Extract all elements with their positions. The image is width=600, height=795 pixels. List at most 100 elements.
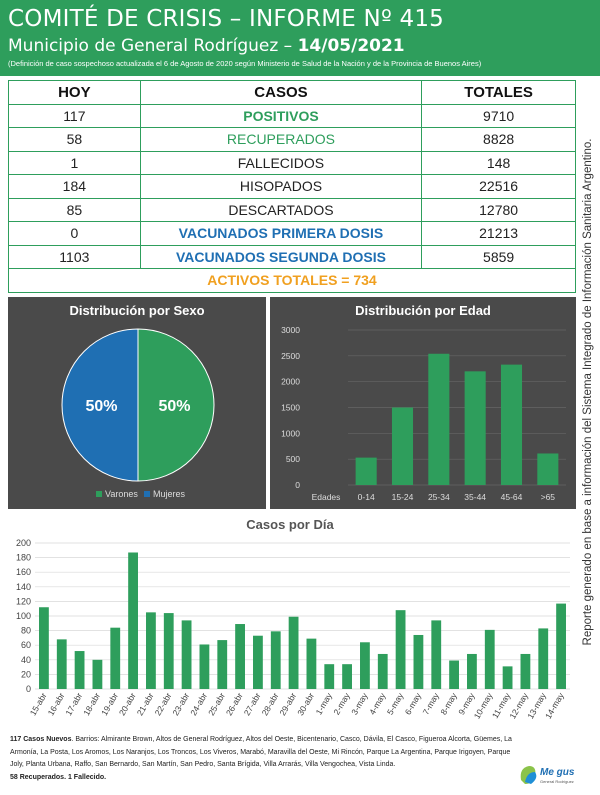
daily-ytick-label: 140 (16, 582, 31, 592)
col-totales: TOTALES (421, 80, 576, 105)
cell-totales: 8828 (421, 127, 576, 152)
logo-small-text: General Rodríguez (540, 779, 574, 784)
legend-label-mujeres: Mujeres (153, 489, 186, 499)
age-xtick-label: 35-44 (464, 492, 486, 502)
pie-slice-mujeres (61, 328, 139, 482)
daily-xtick-label: 8-may (438, 690, 459, 716)
daily-xtick-label: 5-may (385, 690, 406, 716)
table-row: 1 FALLECIDOS 148 (8, 150, 576, 175)
daily-bar-20-abr (128, 552, 138, 689)
age-ytick-label: 0 (295, 480, 300, 490)
municipality-logo: Me gusta General Rodríguez (515, 758, 584, 790)
daily-xtick-label: 4-may (367, 690, 388, 716)
age-ytick-label: 500 (286, 454, 300, 464)
logo-text: Me gusta (540, 767, 575, 778)
daily-bar-21-abr (146, 612, 156, 689)
daily-bar-16-abr (56, 639, 67, 689)
cell-casos: HISOPADOS (139, 174, 423, 199)
daily-xtick-label: 30-abr (295, 691, 316, 717)
cell-hoy: 117 (8, 103, 141, 128)
source-note: Reporte generado en base a información d… (578, 112, 598, 672)
daily-bar-28-abr (270, 631, 281, 689)
daily-xtick-label: 2-may (331, 690, 352, 716)
daily-ytick-label: 180 (16, 553, 31, 563)
daily-ytick-label: 100 (16, 611, 31, 621)
daily-ytick-label: 80 (21, 626, 31, 636)
daily-bar-27-abr (253, 635, 263, 689)
daily-bar-12-may (520, 653, 531, 689)
age-ytick-label: 3000 (281, 325, 300, 335)
age-bar-15-24 (391, 407, 414, 485)
subtitle-municipio: Municipio de General Rodríguez – (8, 36, 298, 56)
cell-hoy: 184 (8, 174, 141, 199)
cell-casos: VACUNADOS PRIMERA DOSIS (139, 221, 423, 246)
cell-totales: 9710 (421, 103, 576, 128)
cell-casos: POSITIVOS (139, 103, 423, 128)
new-cases-count: 117 Casos Nuevos (10, 736, 72, 743)
age-chart-title: Distribución por Edad (355, 303, 491, 318)
cell-totales: 21213 (421, 221, 576, 246)
logo-icon: Me gusta General Rodríguez (520, 766, 584, 784)
legend-swatch-mujeres (144, 491, 150, 497)
cell-hoy: 85 (8, 197, 141, 222)
daily-bar-23-abr (181, 620, 192, 689)
cell-hoy: 0 (8, 221, 141, 246)
age-bar-chart: 0 500 1000 1500 2000 2500 3000 Edades 0-14 15-24 2… (281, 325, 566, 502)
age-ytick-label: 2000 (281, 377, 300, 387)
daily-bar-13-may (538, 628, 549, 689)
daily-bar-15-abr (39, 607, 49, 689)
daily-xtick-label: 1-may (314, 690, 335, 716)
activos-row: ACTIVOS TOTALES = 734 (8, 268, 576, 293)
daily-bar-26-abr (235, 624, 245, 689)
daily-chart-title: Casos por Día (246, 517, 334, 532)
age-bar-45-64 (500, 364, 523, 485)
legend-label-varones: Varones (105, 489, 138, 499)
daily-bar-22-abr (163, 613, 174, 689)
age-xtick-label: 0-14 (358, 492, 375, 502)
table-row: 0 VACUNADOS PRIMERA DOSIS 21213 (8, 221, 576, 246)
daily-bar-4-may (377, 653, 388, 689)
table-row: 184 HISOPADOS 22516 (8, 174, 576, 199)
daily-bar-3-may (360, 642, 370, 689)
footer-notes: 117 Casos Nuevos. Barrios: Almirante Bro… (10, 734, 515, 784)
cell-hoy: 1 (8, 150, 141, 175)
table-row: 1103 VACUNADOS SEGUNDA DOSIS 5859 (8, 244, 576, 269)
sex-chart-title: Distribución por Sexo (69, 303, 205, 318)
age-xtick-label: >65 (541, 492, 556, 502)
definition-note: (Definición de caso sospechoso actualiza… (8, 59, 482, 68)
sex-pie-chart: 50% 50% Varones Mujeres (61, 328, 215, 499)
daily-bar-25-abr (217, 640, 228, 689)
footer-cases: 117 Casos Nuevos. Barrios: Almirante Bro… (10, 734, 515, 772)
cases-table-body: 117 POSITIVOS 9710 58 RECUPERADOS 8828 1 FALLEC… (8, 103, 576, 269)
age-xtick-label: 45-64 (501, 492, 523, 502)
footer-recovered: 58 Recuperados. 1 Fallecido. (10, 773, 107, 781)
daily-bar-8-may (449, 660, 459, 689)
cases-table-header: HOY CASOS TOTALES (8, 80, 576, 105)
cell-hoy: 58 (8, 127, 141, 152)
daily-ytick-label: 120 (16, 596, 31, 606)
daily-bar-1-may (324, 664, 335, 689)
daily-xtick-label: 14-may (543, 690, 566, 720)
age-xtick-label: 25-34 (428, 492, 450, 502)
cell-casos: FALLECIDOS (139, 150, 423, 175)
daily-bar-24-abr (199, 644, 210, 689)
daily-ytick-label: 0 (26, 684, 31, 694)
daily-bar-18-abr (92, 659, 103, 689)
daily-ytick-label: 60 (21, 640, 31, 650)
report-subtitle: Municipio de General Rodríguez – 14/05/2… (8, 34, 592, 58)
report-header: COMITÉ DE CRISIS – INFORME Nº 415 Munici… (0, 0, 600, 76)
daily-xtick-label: 3-may (349, 690, 370, 716)
age-xlabel: Edades (312, 492, 341, 502)
col-casos: CASOS (139, 80, 423, 105)
table-row: 58 RECUPERADOS 8828 (8, 127, 576, 152)
pie-label-varones: 50% (158, 398, 190, 415)
age-chart-panel: Distribución por Edad 0 500 1000 1500 2000 25… (270, 297, 576, 509)
report-title: COMITÉ DE CRISIS – INFORME Nº 415 (8, 6, 445, 32)
table-row: 117 POSITIVOS 9710 (8, 103, 576, 128)
age-ytick-label: 1500 (281, 403, 300, 413)
daily-xtick-label: 7-may (421, 690, 442, 716)
cell-totales: 22516 (421, 174, 576, 199)
barrios-list: . Barrios: Almirante Brown, Altos de Gen… (10, 736, 512, 768)
sex-chart-panel: Distribución por Sexo 50% 50% Varones Mujer… (8, 297, 266, 509)
daily-bar-6-may (413, 634, 424, 689)
